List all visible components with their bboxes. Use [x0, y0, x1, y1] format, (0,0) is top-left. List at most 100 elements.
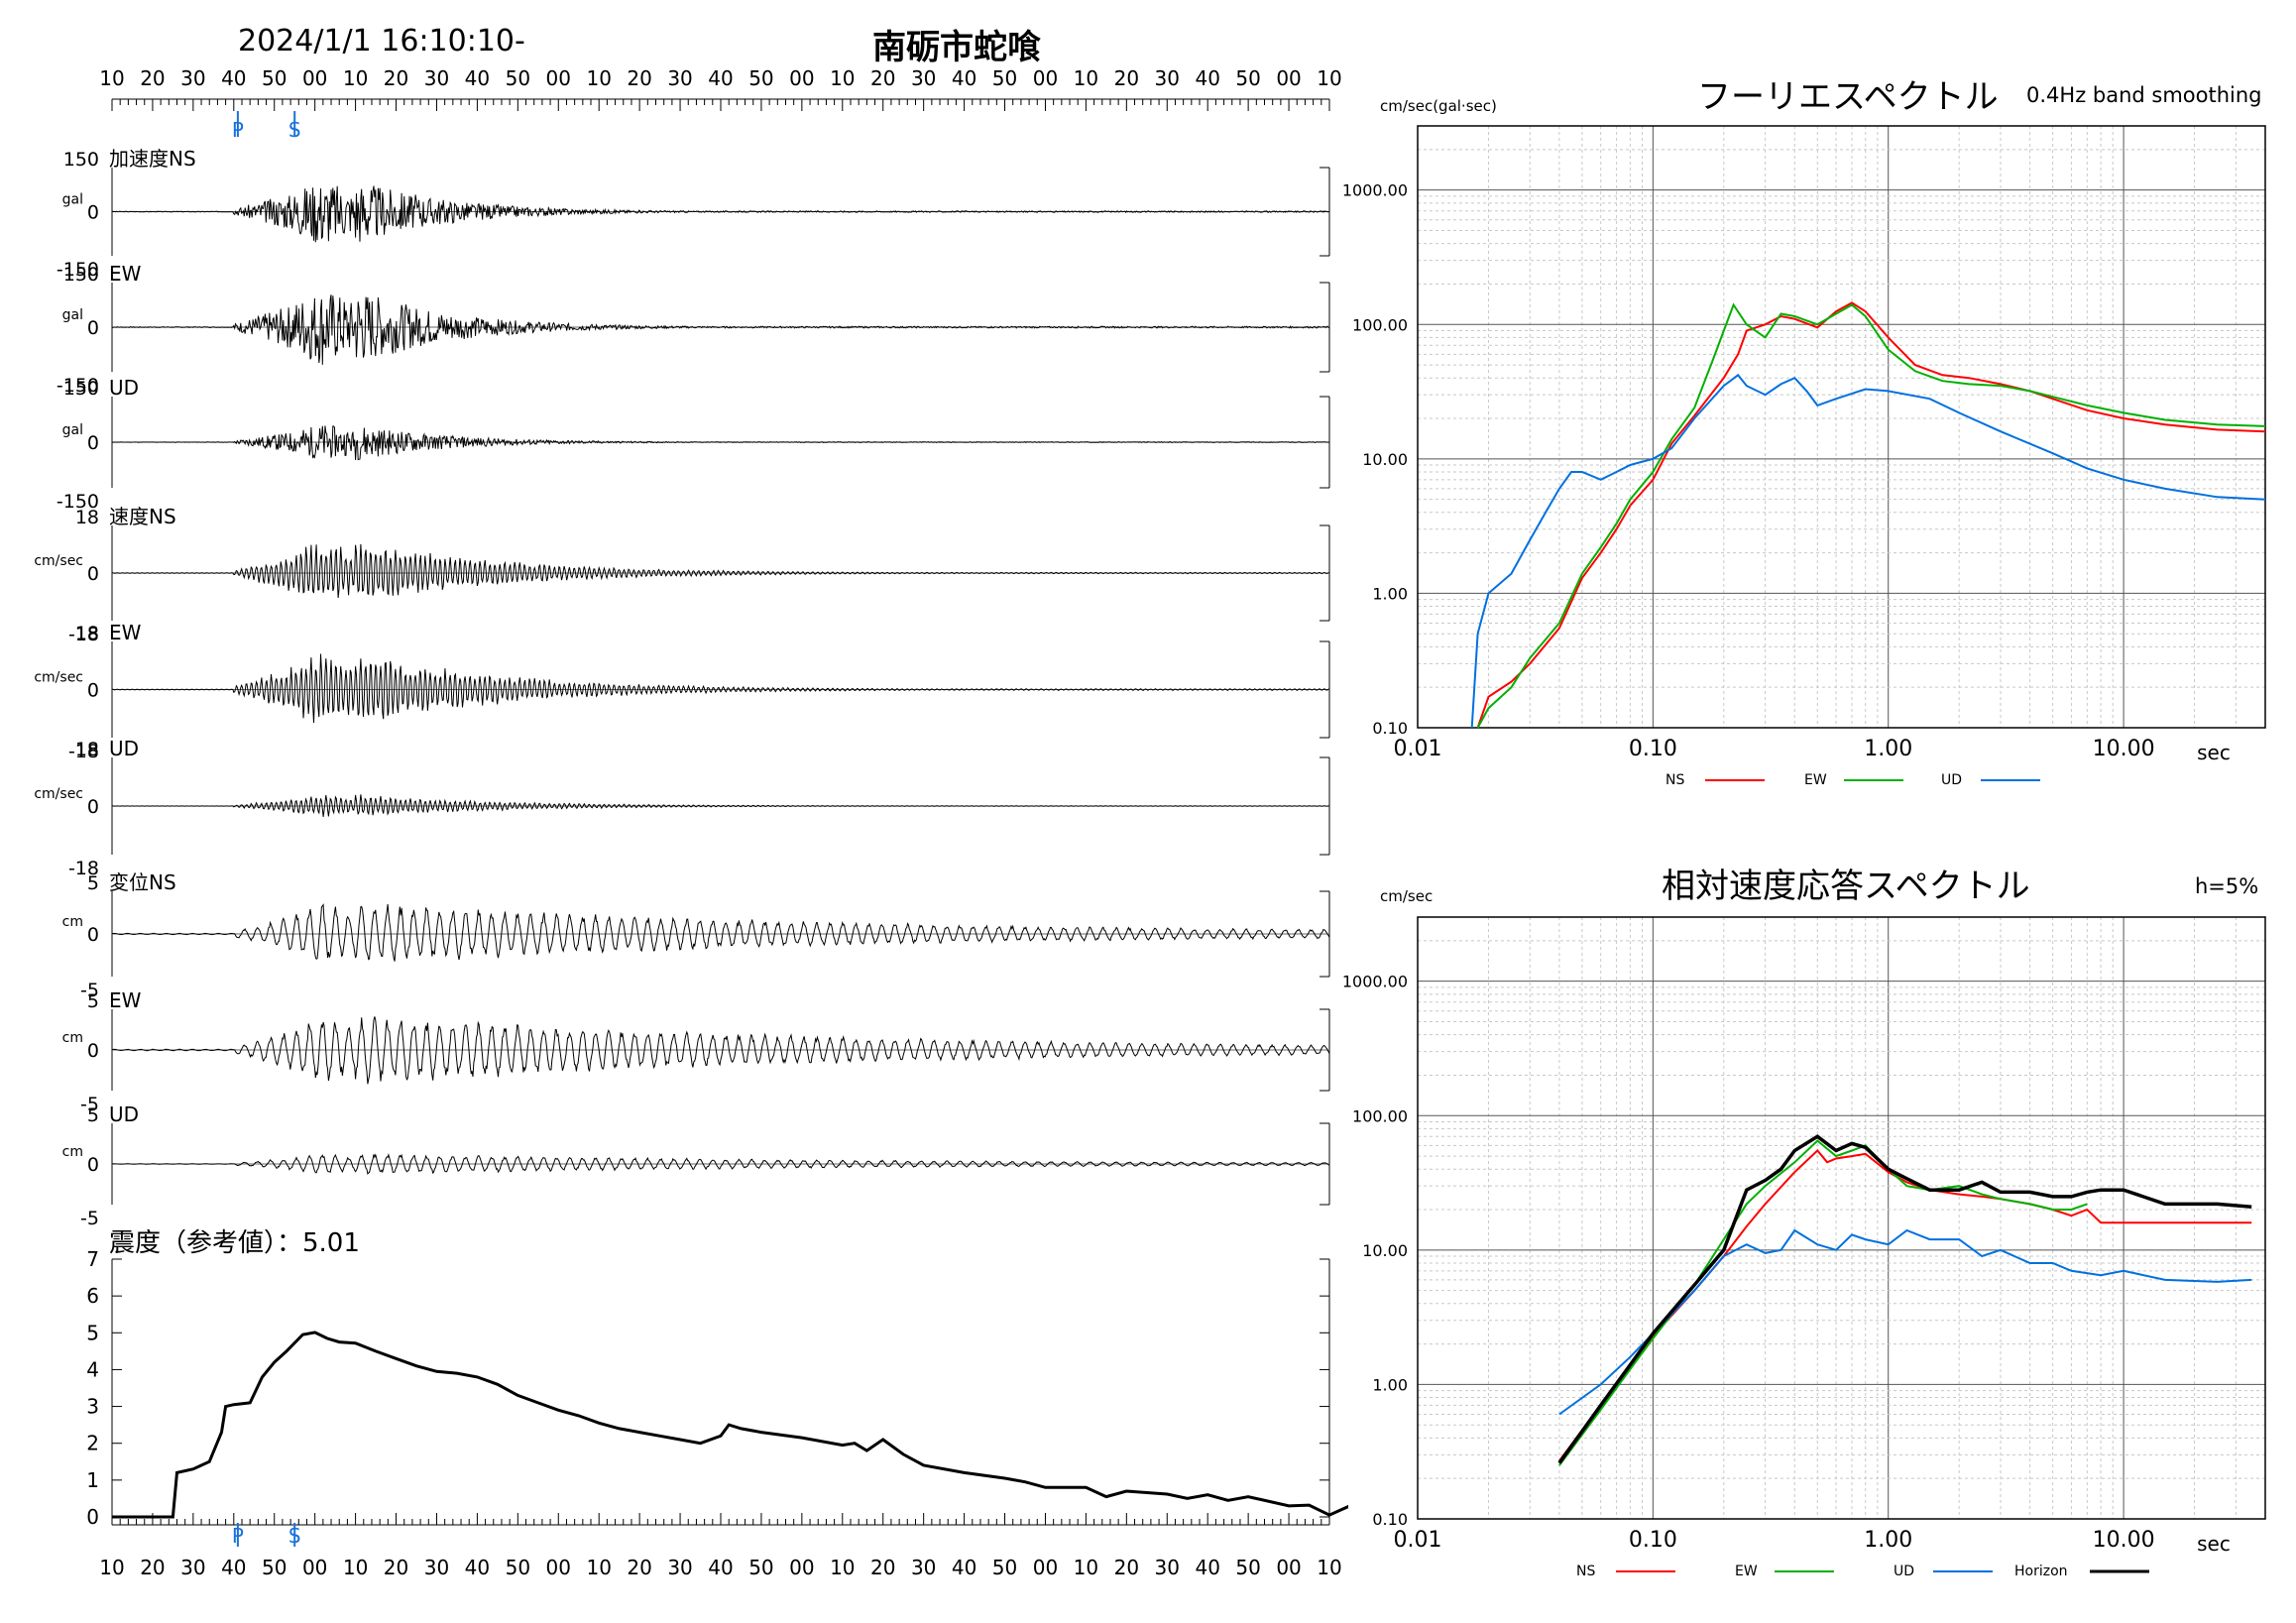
x-tick-label: 0.10 — [1629, 1528, 1677, 1553]
trace-waveform — [111, 1016, 1330, 1085]
trace-zero-label: 0 — [87, 1040, 99, 1062]
time-axis-label: 30 — [911, 1556, 936, 1579]
time-axis-label: 10 — [1074, 66, 1098, 90]
trace-min-label: -150 — [57, 259, 99, 281]
response-note: h=5% — [2195, 874, 2259, 898]
record-start-time: 2024/1/1 16:10:10- — [238, 24, 525, 58]
legend-label-ns: NS — [1576, 1564, 1595, 1579]
time-axis-label: 30 — [1155, 66, 1180, 90]
intensity-y-label: 6 — [86, 1284, 99, 1308]
time-axis-label: 30 — [667, 1556, 692, 1579]
y-tick-label: 1000.00 — [1342, 973, 1408, 991]
fourier-spectrum-chart: 0.01 0.10 1.00 10.00 sec0.101.0010.00100.001… — [1342, 125, 2266, 788]
time-axis-label: 00 — [302, 66, 327, 90]
x-tick-label: 0.10 — [1629, 737, 1677, 761]
trace-zero-label: 0 — [87, 924, 99, 946]
time-axis-label: 20 — [140, 1556, 165, 1579]
trace-unit-label: gal — [62, 422, 83, 438]
trace-title: UD — [109, 737, 139, 760]
time-axis-label: 50 — [992, 66, 1017, 90]
series-line-horizon — [1557, 1134, 2252, 1464]
trace-min-label: -5 — [80, 1208, 99, 1229]
trace-max-label: 5 — [87, 1104, 99, 1126]
station-name: 南砺市蛇喰 — [872, 28, 1041, 67]
trace-min-label: -5 — [80, 1094, 99, 1115]
trace-max-label: 150 — [63, 264, 99, 286]
time-axis-label: 50 — [262, 1556, 287, 1579]
s-wave-marker-label: S — [288, 118, 301, 142]
fourier-note: 0.4Hz band smoothing — [2026, 83, 2262, 107]
time-axis-label: 10 — [586, 1556, 611, 1579]
x-tick-label: 10.00 — [2093, 1528, 2155, 1553]
trace-min-label: -18 — [68, 858, 99, 879]
x-axis-label: sec — [2197, 741, 2231, 764]
trace-waveform — [112, 794, 1330, 817]
time-axis-label: 00 — [302, 1556, 327, 1579]
time-axis-label: 20 — [1114, 66, 1139, 90]
time-axis-label: 30 — [667, 66, 692, 90]
time-axis-label: 20 — [384, 66, 408, 90]
velocity-response-spectrum-chart: 0.01 0.10 1.00 10.00 sec0.101.0010.00100.001… — [1342, 916, 2266, 1579]
intensity-curve — [112, 1331, 1348, 1519]
time-axis-label: 10 — [99, 1556, 124, 1579]
trace-unit-label: gal — [62, 192, 83, 208]
y-tick-label: 0.10 — [1372, 1510, 1408, 1529]
y-tick-label: 10.00 — [1362, 1241, 1408, 1260]
s-wave-marker-label-bottom: S — [288, 1524, 301, 1548]
time-axis-label: 40 — [708, 66, 733, 90]
intensity-title: 震度（参考値）：5.01 — [109, 1228, 360, 1258]
y-tick-label: 1.00 — [1372, 1375, 1408, 1394]
trace-zero-label: 0 — [87, 563, 99, 585]
time-axis-label: 00 — [546, 1556, 571, 1579]
legend-label-ew: EW — [1735, 1564, 1758, 1579]
x-tick-label: 0.01 — [1394, 737, 1442, 761]
response-yunit: cm/sec — [1380, 887, 1434, 905]
fourier-title: フーリエスペクトル — [1697, 77, 1999, 117]
p-wave-marker-label: P — [232, 118, 244, 142]
trace-zero-label: 0 — [87, 317, 99, 339]
y-tick-label: 10.00 — [1362, 450, 1408, 469]
trace-min-label: -150 — [57, 375, 99, 397]
time-axis-label: 40 — [952, 66, 976, 90]
legend-label-ud: UD — [1894, 1564, 1914, 1579]
time-axis-label: 20 — [870, 1556, 895, 1579]
time-axis-label: 50 — [1235, 1556, 1260, 1579]
time-axis-label: 10 — [1074, 1556, 1098, 1579]
trace-waveform — [112, 1153, 1330, 1175]
time-axis-label: 00 — [1276, 66, 1301, 90]
trace-waveform — [111, 294, 1330, 365]
time-axis-label: 10 — [830, 1556, 855, 1579]
plot-frame — [1417, 125, 2266, 729]
time-axis-label: 20 — [870, 66, 895, 90]
time-axis-label: 50 — [506, 66, 530, 90]
series-line-ud — [1558, 1228, 2252, 1416]
time-axis-label: 40 — [221, 1556, 246, 1579]
trace-waveform — [111, 653, 1330, 724]
trace-title: 変位NS — [109, 870, 176, 894]
time-axis-label: 30 — [424, 66, 449, 90]
time-axis-label: 50 — [992, 1556, 1017, 1579]
trace-title: UD — [109, 1102, 139, 1126]
y-tick-label: 100.00 — [1352, 1106, 1408, 1125]
y-tick-label: 1000.00 — [1342, 181, 1408, 200]
trace-max-label: 150 — [63, 149, 99, 171]
time-axis-label: 50 — [748, 66, 773, 90]
y-tick-label: 1.00 — [1372, 584, 1408, 603]
time-axis-label: 10 — [1317, 66, 1341, 90]
trace-title: EW — [109, 988, 142, 1012]
legend-label-ud: UD — [1941, 772, 1962, 788]
time-axis-label: 00 — [1276, 1556, 1301, 1579]
x-tick-label: 10.00 — [2093, 737, 2155, 761]
time-axis-label: 10 — [343, 66, 368, 90]
time-axis-label: 30 — [911, 66, 936, 90]
time-axis-label: 00 — [789, 66, 814, 90]
legend-label-horizon: Horizon — [2014, 1564, 2068, 1579]
fourier-yunit: cm/sec(gal·sec) — [1380, 97, 1497, 115]
time-axis-label: 30 — [180, 66, 205, 90]
time-axis-label: 20 — [627, 1556, 651, 1579]
trace-zero-label: 0 — [87, 202, 99, 224]
response-title: 相対速度応答スペクトル — [1662, 867, 2030, 906]
time-axis-label: 00 — [546, 66, 571, 90]
trace-waveform — [111, 543, 1330, 599]
time-axis-label: 10 — [830, 66, 855, 90]
